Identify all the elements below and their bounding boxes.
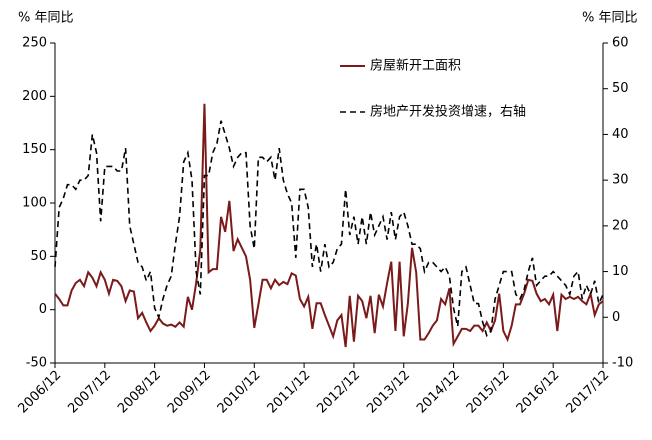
y-tick-label: 50 xyxy=(30,249,47,264)
x-tick-label: 2008/12 xyxy=(115,368,164,417)
y-tick-label: -50 xyxy=(26,356,47,371)
y2-tick-label: 60 xyxy=(612,36,629,51)
legend-label: 房屋新开工面积 xyxy=(370,58,461,74)
x-tick-label: 2007/12 xyxy=(65,368,114,417)
series-line xyxy=(54,120,604,338)
y-tick-label: 200 xyxy=(22,89,47,104)
y-tick-label: 150 xyxy=(22,142,47,157)
y-tick-label: 0 xyxy=(39,302,47,317)
x-tick-label: 2013/12 xyxy=(364,368,413,417)
y-axis-title: % 年同比 xyxy=(18,11,74,26)
y2-tick-label: 50 xyxy=(612,81,629,96)
series-line xyxy=(54,103,604,348)
y2-tick-label: 10 xyxy=(612,264,629,279)
y2-tick-label: -10 xyxy=(612,356,633,371)
x-tick-label: 2009/12 xyxy=(165,368,214,417)
x-tick-label: 2010/12 xyxy=(215,368,264,417)
legend-label: 房地产开发投资增速，右轴 xyxy=(370,104,526,120)
y2-tick-label: 0 xyxy=(612,310,620,325)
x-tick-label: 2017/12 xyxy=(564,368,613,417)
x-tick-label: 2015/12 xyxy=(464,368,513,417)
y2-axis-title: % 年同比 xyxy=(582,11,638,26)
x-tick-label: 2006/12 xyxy=(16,368,65,417)
x-tick-label: 2012/12 xyxy=(314,368,363,417)
x-tick-label: 2011/12 xyxy=(265,368,314,417)
y2-tick-label: 30 xyxy=(612,173,629,188)
y-tick-label: 100 xyxy=(22,196,47,211)
x-tick-label: 2014/12 xyxy=(414,368,463,417)
y2-tick-label: 40 xyxy=(612,127,629,142)
y2-tick-label: 20 xyxy=(612,218,629,233)
y-tick-label: 250 xyxy=(22,36,47,51)
x-tick-label: 2016/12 xyxy=(514,368,563,417)
